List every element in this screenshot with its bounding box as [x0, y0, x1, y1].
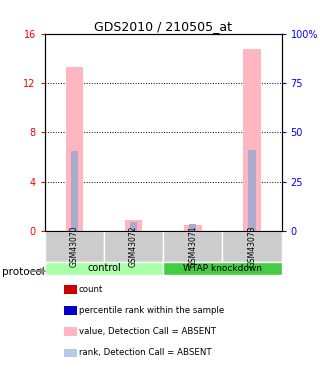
Bar	[64, 306, 76, 315]
Bar	[222, 231, 282, 262]
Bar	[71, 151, 78, 231]
Bar	[243, 48, 261, 231]
Text: value, Detection Call = ABSENT: value, Detection Call = ABSENT	[79, 327, 216, 336]
Text: GSM43072: GSM43072	[129, 226, 138, 267]
Text: GSM43073: GSM43073	[247, 225, 257, 267]
Bar	[163, 231, 222, 262]
Text: GSM43070: GSM43070	[70, 225, 79, 267]
Text: WTAP knockdown: WTAP knockdown	[183, 264, 262, 273]
Text: count: count	[79, 285, 103, 294]
Text: GSM43071: GSM43071	[188, 226, 197, 267]
Bar	[64, 349, 76, 357]
Bar	[104, 231, 163, 262]
Bar	[125, 220, 142, 231]
Bar	[184, 225, 202, 231]
Bar	[45, 231, 104, 262]
Bar	[248, 150, 256, 231]
Bar	[130, 222, 137, 231]
Bar	[163, 262, 282, 275]
Text: protocol: protocol	[2, 267, 44, 277]
Bar	[45, 262, 163, 275]
Text: percentile rank within the sample: percentile rank within the sample	[79, 306, 224, 315]
Bar	[66, 67, 83, 231]
Text: rank, Detection Call = ABSENT: rank, Detection Call = ABSENT	[79, 348, 211, 357]
Text: control: control	[87, 263, 121, 273]
Bar	[64, 327, 76, 336]
Bar	[64, 285, 76, 294]
Bar	[189, 224, 196, 231]
Title: GDS2010 / 210505_at: GDS2010 / 210505_at	[94, 20, 232, 33]
